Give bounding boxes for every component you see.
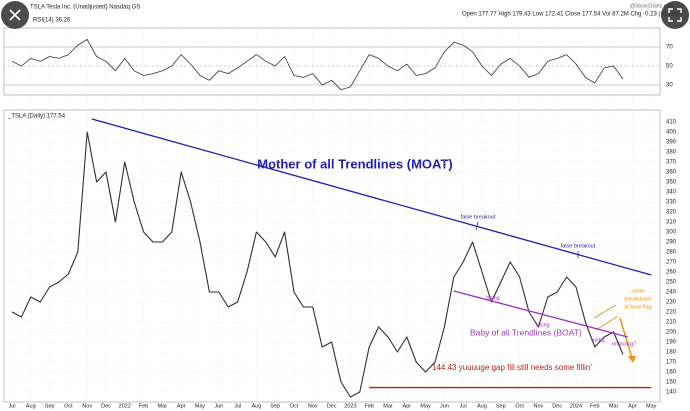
annotation: breakdown: [625, 296, 652, 302]
x-tick-label: Jul: [234, 403, 241, 409]
y-tick-label: 210: [666, 320, 677, 326]
series-line: [11, 39, 624, 91]
y-tick-label: 340: [666, 190, 677, 196]
x-tick-label: Aug: [477, 403, 487, 409]
x-tick-label: May: [420, 403, 431, 409]
x-tick-label: Nov: [82, 403, 92, 409]
y-tick-label: 290: [666, 240, 677, 246]
price-label: _TSLA (Daily) 177.54: [7, 114, 66, 120]
x-tick-label: Sep: [45, 403, 55, 409]
trendline: [453, 290, 628, 338]
x-tick-label: Oct: [515, 403, 524, 409]
annotation: boing: [536, 322, 549, 328]
x-tick-label: 2023: [344, 403, 356, 409]
annotation: of bear flag: [624, 304, 652, 310]
x-tick-label: May: [195, 403, 206, 409]
x-tick-label: Oct: [64, 403, 73, 409]
x-tick-label: 2024: [570, 403, 582, 409]
series-line: [11, 131, 624, 398]
y-tick-label: 50: [666, 64, 673, 70]
y-tick-label: 70: [666, 45, 673, 51]
boat-label: Baby of all Trendlines (BOAT): [470, 327, 582, 337]
y-tick-label: 170: [666, 360, 677, 366]
y-tick-label: 360: [666, 170, 677, 176]
y-tick-label: 230: [666, 300, 677, 306]
x-tick-label: Jul: [460, 403, 467, 409]
y-tick-label: 300: [666, 230, 677, 236]
x-tick-label: Jun: [214, 403, 223, 409]
x-tick-label: Sep: [270, 403, 280, 409]
x-tick-label: May: [646, 403, 657, 409]
moat-label: Mother of all Trendlines (MOAT): [257, 156, 452, 171]
y-tick-label: 330: [666, 200, 677, 206]
x-tick-label: Aug: [252, 403, 262, 409]
y-tick-label: 310: [666, 220, 677, 226]
y-tick-label: 30: [666, 83, 673, 89]
y-tick-label: 180: [666, 350, 677, 356]
x-tick-label: Jul: [8, 403, 15, 409]
y-tick-label: 220: [666, 310, 677, 316]
y-tick-label: 380: [666, 150, 677, 156]
x-tick-label: Nov: [308, 403, 318, 409]
x-tick-label: Nov: [534, 403, 544, 409]
x-tick-label: Feb: [139, 403, 148, 409]
y-tick-label: 410: [666, 120, 677, 126]
y-tick-label: 260: [666, 270, 677, 276]
y-tick-label: 320: [666, 210, 677, 216]
y-tick-label: 240: [666, 290, 677, 296]
annotation: boing: [591, 337, 604, 343]
x-tick-label: Feb: [590, 403, 599, 409]
x-tick-label: Mar: [383, 403, 393, 409]
arrowhead: [628, 356, 636, 363]
source: @StockCharts.com: [630, 3, 673, 9]
flag-line: [593, 304, 617, 319]
x-tick-label: Apr: [403, 403, 412, 409]
x-tick-label: 2022: [119, 403, 131, 409]
x-tick-label: Aug: [26, 403, 36, 409]
x-tick-label: Apr: [628, 403, 637, 409]
x-tick-label: Dec: [327, 403, 337, 409]
trendline: [91, 118, 652, 276]
annotation: boing: [486, 295, 499, 301]
y-tick-label: 280: [666, 250, 677, 256]
flag-line: [595, 315, 619, 331]
y-tick-label: 350: [666, 180, 677, 186]
y-tick-label: 400: [666, 130, 677, 136]
x-tick-label: Mar: [158, 403, 168, 409]
rsi-frame: [3, 27, 661, 96]
y-tick-label: 270: [666, 260, 677, 266]
annotation: false breakout: [561, 243, 596, 249]
rsi-label: RSI(14) 36.26: [33, 18, 71, 24]
price-frame: [3, 109, 661, 403]
y-tick-label: 140: [666, 390, 677, 396]
header-quote: Open 177.77 High 179.43 Low 172.41 Close…: [462, 12, 681, 18]
y-tick-label: 150: [666, 380, 677, 386]
x-tick-label: Feb: [364, 403, 373, 409]
y-tick-label: 160: [666, 370, 677, 376]
header-title: TSLA Tesla Inc. (Unadjusted) Nasdaq GS: [30, 5, 140, 11]
y-tick-label: 370: [666, 160, 677, 166]
x-tick-label: Dec: [101, 403, 111, 409]
x-tick-label: Oct: [290, 403, 299, 409]
x-tick-label: Apr: [177, 403, 186, 409]
x-tick-label: Mar: [609, 403, 619, 409]
arrow: [619, 317, 633, 359]
gap-label: 144.43 yuuuuge gap fill still needs some…: [432, 363, 592, 372]
y-tick-label: 250: [666, 280, 677, 286]
y-tick-label: 390: [666, 140, 677, 146]
annotation: false breakout: [461, 214, 496, 220]
annotation: no boing?: [612, 341, 636, 347]
y-tick-label: 190: [666, 340, 677, 346]
x-tick-label: Jun: [440, 403, 449, 409]
y-tick-label: 200: [666, 330, 677, 336]
annotation: clean: [631, 288, 644, 294]
close-button[interactable]: [1, 1, 29, 29]
x-tick-label: Dec: [552, 403, 562, 409]
expand-button[interactable]: [661, 1, 689, 29]
x-tick-label: Sep: [496, 403, 506, 409]
